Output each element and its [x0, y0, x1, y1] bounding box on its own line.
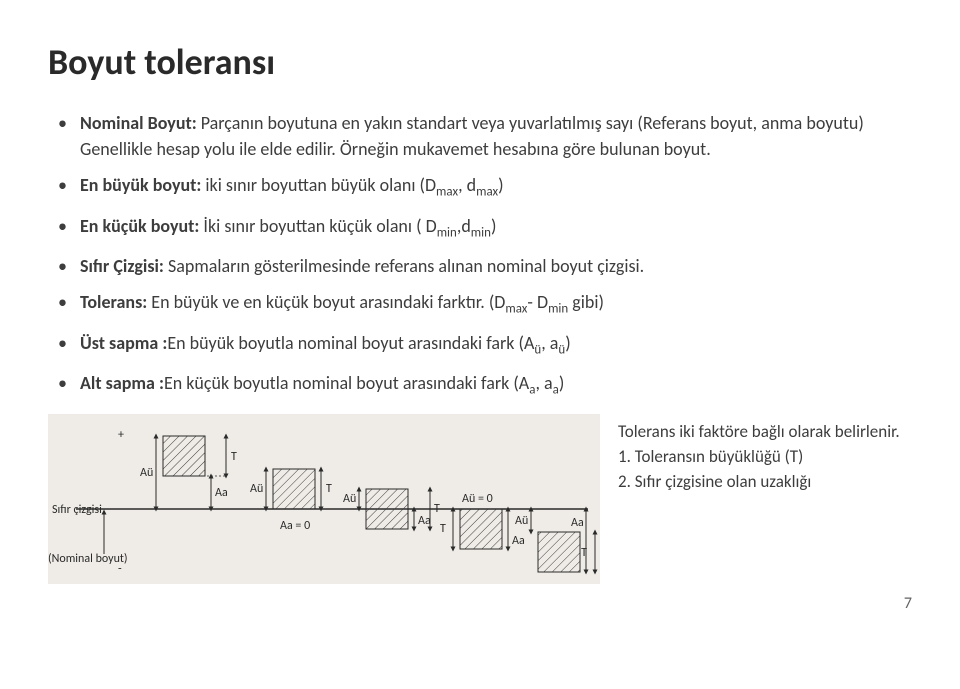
svg-text:Aü: Aü — [140, 466, 153, 480]
note-line: Tolerans iki faktöre bağlı olarak belirl… — [618, 420, 900, 445]
svg-text:Aa = 0: Aa = 0 — [280, 519, 310, 533]
bullet-label: En küçük boyut: — [80, 215, 203, 237]
svg-text:T: T — [326, 482, 332, 496]
bullet-label: Üst sapma : — [80, 332, 167, 354]
sub: min — [471, 225, 491, 240]
bullet-text: , d — [458, 174, 476, 196]
bullet-text: ) — [498, 174, 503, 196]
svg-text:Aü: Aü — [515, 514, 528, 528]
bullet-text: gibi) — [568, 291, 604, 313]
nominal-label: (Nominal boyut) — [48, 552, 128, 566]
plus-sign: + — [118, 428, 124, 442]
diagram-row: + - Sıfır çizgisi (Nominal boyut) Aü Aa … — [48, 414, 912, 584]
bullet-tol: Tolerans: En büyük ve en küçük boyut ara… — [80, 289, 912, 319]
bullet-text: iki sınır boyuttan büyük olanı (D — [205, 174, 436, 196]
bullet-text: En büyük ve en küçük boyut arasındaki fa… — [151, 291, 505, 313]
bullet-text: ) — [565, 332, 570, 354]
bullet-text: İki sınır boyuttan küçük olanı ( D — [203, 215, 436, 237]
svg-text:Aü = 0: Aü = 0 — [462, 492, 493, 506]
bullet-label: Alt sapma : — [80, 372, 164, 394]
bullet-label: Nominal Boyut: — [80, 112, 201, 134]
sub: min — [437, 225, 457, 240]
bullet-label: Sıfır Çizgisi: — [80, 255, 168, 277]
bullet-zero: Sıfır Çizgisi: Sapmaların gösterilmesind… — [80, 253, 912, 279]
svg-text:Aa: Aa — [512, 534, 525, 548]
bullet-text: ) — [491, 215, 496, 237]
svg-text:Aü: Aü — [250, 482, 263, 496]
bullet-alt: Alt sapma :En küçük boyutla nominal boyu… — [80, 370, 912, 400]
sub: min — [548, 302, 568, 317]
note-line: 2. Sıfır çizgisine olan uzaklığı — [618, 470, 900, 495]
note-line: 1. Toleransın büyüklüğü (T) — [618, 445, 900, 470]
svg-text:Aa: Aa — [215, 486, 228, 500]
bullet-text: - D — [527, 291, 548, 313]
bullet-text: En büyük boyutla nominal boyut arasındak… — [167, 332, 534, 354]
sub: max — [505, 302, 527, 317]
svg-text:Aü: Aü — [343, 492, 356, 506]
bullet-text: ,d — [457, 215, 471, 237]
page-title: Boyut toleransı — [48, 36, 912, 88]
bullet-text: En küçük boyutla nominal boyut arasındak… — [164, 372, 529, 394]
bullet-ust: Üst sapma :En büyük boyutla nominal boyu… — [80, 330, 912, 360]
bullet-min: En küçük boyut: İki sınır boyuttan küçük… — [80, 213, 912, 243]
svg-text:T: T — [581, 546, 587, 560]
bullet-label: Tolerans: — [80, 291, 151, 313]
svg-text:Aa: Aa — [571, 516, 584, 530]
svg-text:T: T — [440, 522, 446, 536]
bullet-label: En büyük boyut: — [80, 174, 205, 196]
bullet-list: Nominal Boyut: Parçanın boyutuna en yakı… — [48, 110, 912, 400]
tolerance-diagram: + - Sıfır çizgisi (Nominal boyut) Aü Aa … — [48, 414, 600, 584]
svg-text:T: T — [231, 450, 237, 464]
svg-text:Aa: Aa — [418, 514, 431, 528]
zero-line-label: Sıfır çizgisi — [52, 503, 102, 517]
bullet-text: , a — [541, 332, 558, 354]
bullet-nominal: Nominal Boyut: Parçanın boyutuna en yakı… — [80, 110, 912, 162]
bullet-text: , a — [535, 372, 552, 394]
bullet-max: En büyük boyut: iki sınır boyuttan büyük… — [80, 172, 912, 202]
svg-text:T: T — [434, 502, 440, 516]
bullet-text: ) — [559, 372, 564, 394]
sub: max — [436, 185, 458, 200]
sub: max — [476, 185, 498, 200]
bullet-text: Sapmaların gösterilmesinde referans alın… — [168, 255, 644, 277]
page-number: 7 — [48, 592, 912, 615]
diagram-notes: Tolerans iki faktöre bağlı olarak belirl… — [618, 414, 900, 494]
